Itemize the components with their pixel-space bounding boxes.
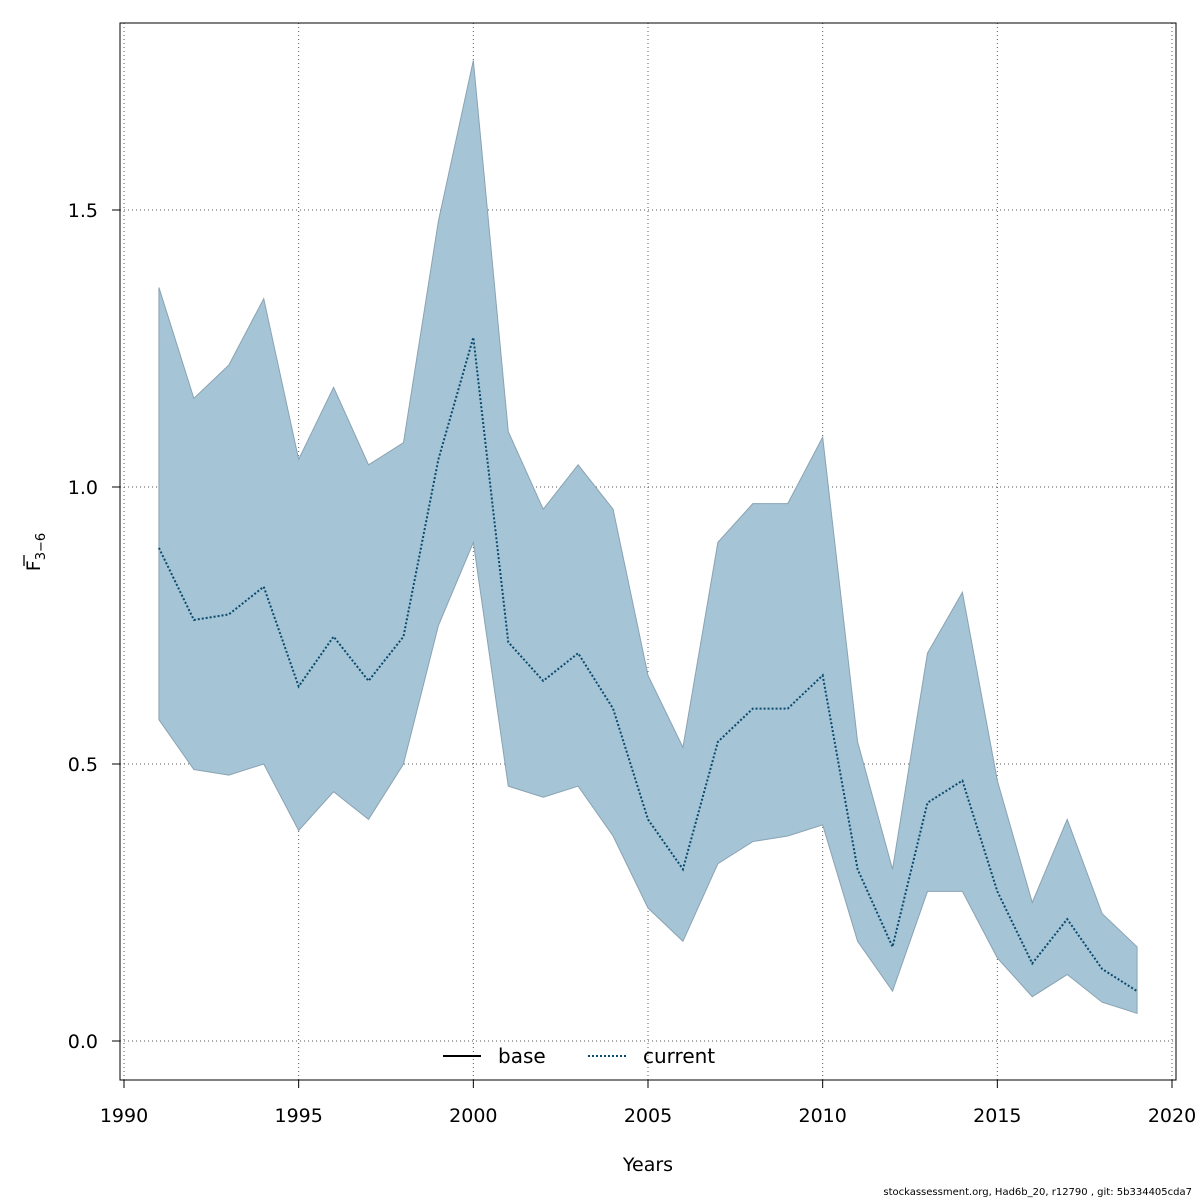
x-tick-label-2005: 2005 — [624, 1105, 672, 1127]
x-tick-label-1995: 1995 — [274, 1105, 322, 1127]
footer-credit: stockassessment.org, Had6b_20, r12790 , … — [883, 1187, 1192, 1198]
x-axis-title: Years — [622, 1154, 673, 1176]
y-axis-title: F3−6 — [23, 533, 49, 571]
y-axis-title-subscript: 3−6 — [34, 533, 49, 560]
y-tick-label-2: 1.0 — [68, 477, 98, 499]
confidence-band-area — [158, 60, 1138, 1014]
y-tick-label-3: 1.5 — [68, 200, 98, 222]
x-tick-label-2020: 2020 — [1148, 1105, 1196, 1127]
y-axis: 0.0 0.5 1.0 1.5 — [68, 200, 121, 1053]
y-tick-label-1: 0.5 — [68, 754, 98, 776]
series-lines — [158, 337, 1138, 992]
legend: base current — [443, 1044, 715, 1068]
x-tick-label-1990: 1990 — [100, 1105, 148, 1127]
x-tick-label-2015: 2015 — [973, 1105, 1021, 1127]
y-tick-label-0: 0.0 — [68, 1031, 98, 1053]
legend-base-label: base — [498, 1044, 546, 1068]
legend-current-label: current — [643, 1044, 715, 1068]
y-axis-title-main: F — [23, 560, 45, 571]
svg-text:F3−6: F3−6 — [23, 533, 49, 571]
x-tick-label-2000: 2000 — [449, 1105, 497, 1127]
confidence-band — [158, 60, 1138, 1014]
x-tick-label-2010: 2010 — [798, 1105, 846, 1127]
x-axis: 1990 1995 2000 2005 2010 2015 2020 — [100, 1079, 1196, 1127]
series-line-current — [158, 337, 1138, 992]
